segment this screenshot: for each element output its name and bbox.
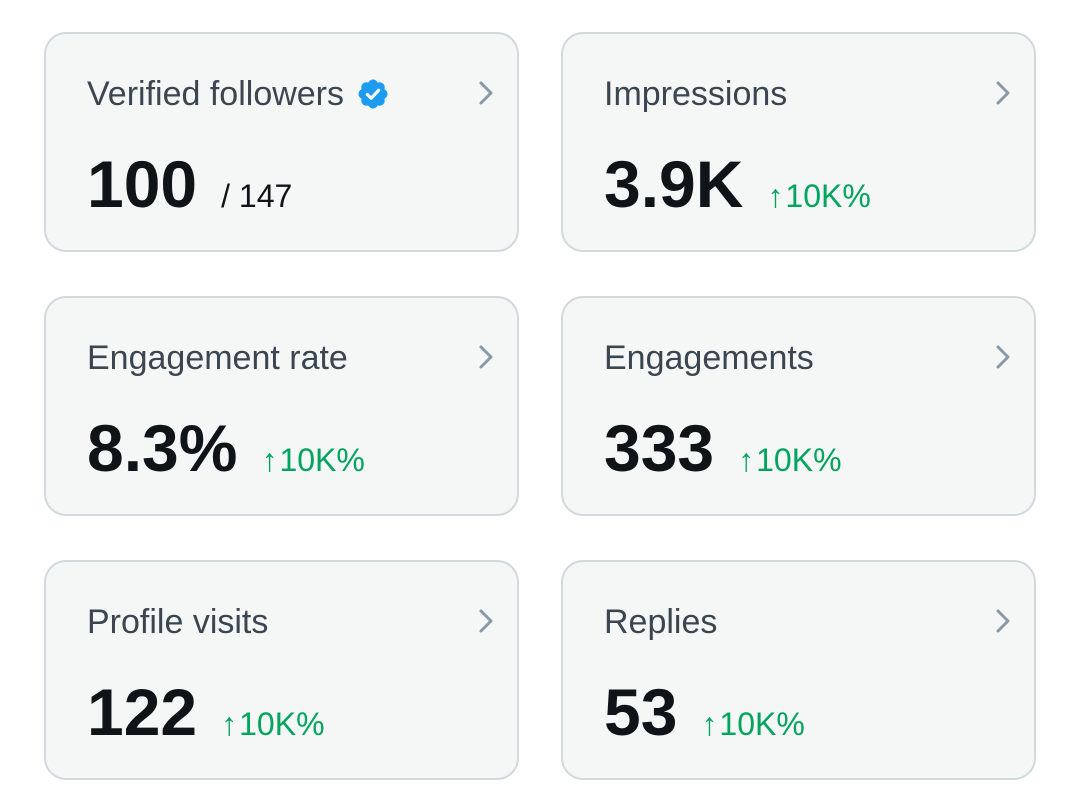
change-value: 10K% (239, 706, 325, 742)
chevron-right-icon[interactable] (473, 78, 499, 108)
card-title: Engagements (604, 339, 814, 377)
card-title: Verified followers (87, 75, 345, 113)
value-row: 333 ↑ 10K% (604, 410, 842, 486)
change-value: 10K% (756, 442, 842, 478)
chevron-right-icon[interactable] (990, 606, 1016, 636)
replies-card[interactable]: Replies 53 ↑ 10K% (561, 560, 1036, 780)
value-row: 100 / 147 (87, 146, 292, 222)
card-title-row: Impressions (604, 74, 787, 114)
value-row: 122 ↑ 10K% (87, 674, 325, 750)
card-title-row: Engagements (604, 338, 814, 378)
card-title-row: Verified followers (87, 74, 390, 114)
card-title: Engagement rate (87, 339, 348, 377)
engagement-rate-card[interactable]: Engagement rate 8.3% ↑ 10K% (44, 296, 519, 516)
arrow-up-icon: ↑ (701, 706, 718, 742)
metric-change: ↑ 10K% (738, 442, 841, 479)
card-title: Impressions (604, 75, 788, 113)
metric-value: 333 (604, 411, 715, 485)
metric-change: ↑ 10K% (261, 442, 364, 479)
change-value: 10K% (785, 178, 871, 214)
engagements-card[interactable]: Engagements 333 ↑ 10K% (561, 296, 1036, 516)
value-row: 3.9K ↑ 10K% (604, 146, 871, 222)
chevron-right-icon[interactable] (473, 606, 499, 636)
chevron-right-icon[interactable] (990, 342, 1016, 372)
verified-followers-card[interactable]: Verified followers 100 / 147 (44, 32, 519, 252)
card-title-row: Replies (604, 602, 717, 642)
arrow-up-icon: ↑ (261, 442, 278, 478)
metric-value: 122 (87, 675, 198, 749)
card-title: Replies (604, 603, 718, 641)
metric-value: 8.3% (87, 411, 238, 485)
verified-badge-icon (356, 77, 390, 111)
metric-change: ↑ 10K% (221, 706, 324, 743)
impressions-card[interactable]: Impressions 3.9K ↑ 10K% (561, 32, 1036, 252)
value-row: 8.3% ↑ 10K% (87, 410, 365, 486)
metric-change: ↑ 10K% (767, 178, 870, 215)
metric-total: / 147 (221, 178, 293, 214)
chevron-right-icon[interactable] (473, 342, 499, 372)
arrow-up-icon: ↑ (767, 178, 784, 214)
value-row: 53 ↑ 10K% (604, 674, 805, 750)
chevron-right-icon[interactable] (990, 78, 1016, 108)
arrow-up-icon: ↑ (738, 442, 755, 478)
card-title: Profile visits (87, 603, 269, 641)
metric-value: 53 (604, 675, 678, 749)
metric-value: 3.9K (604, 147, 744, 221)
metric-change: ↑ 10K% (701, 706, 804, 743)
card-title-row: Profile visits (87, 602, 268, 642)
arrow-up-icon: ↑ (221, 706, 238, 742)
card-title-row: Engagement rate (87, 338, 348, 378)
change-value: 10K% (719, 706, 805, 742)
metric-value: 100 (87, 147, 198, 221)
change-value: 10K% (279, 442, 365, 478)
profile-visits-card[interactable]: Profile visits 122 ↑ 10K% (44, 560, 519, 780)
metrics-grid: Verified followers 100 / 147 Impressions (44, 32, 1036, 780)
